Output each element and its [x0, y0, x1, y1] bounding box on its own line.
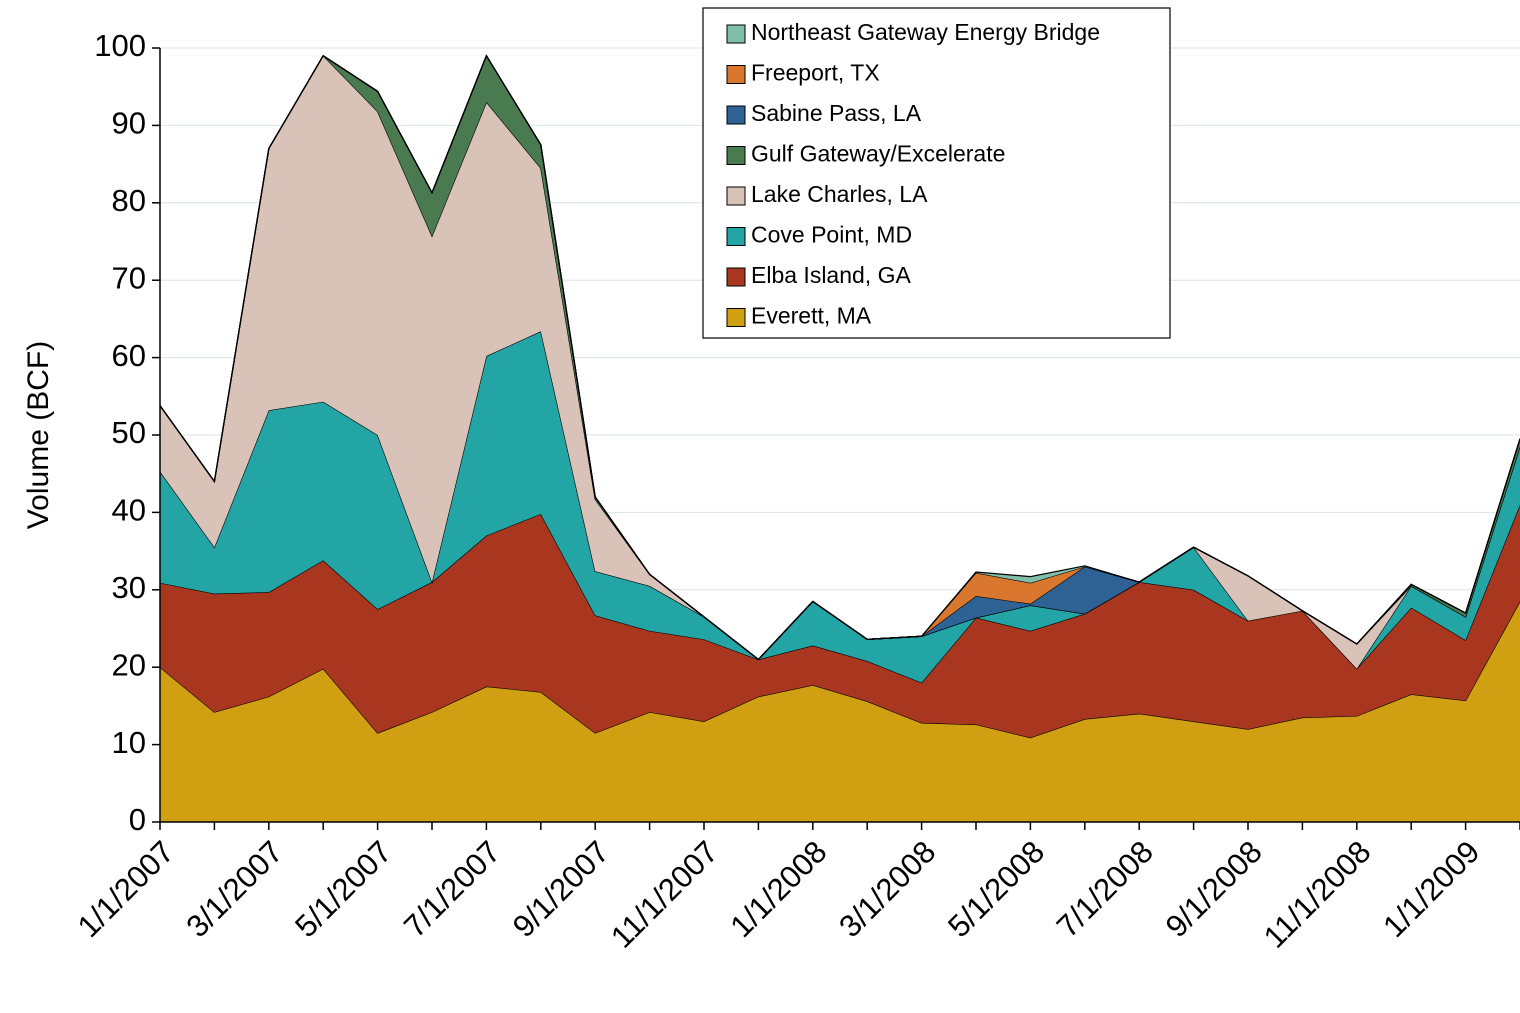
- legend: Northeast Gateway Energy Bridge Freeport,…: [702, 7, 1171, 339]
- x-tick-label: 11/1/2008: [1257, 834, 1378, 955]
- area-edge: [159, 54, 1520, 661]
- area: [160, 601, 1520, 822]
- legend-label: Elba Island, GA: [751, 262, 911, 288]
- area: [160, 504, 1520, 738]
- y-tick-label: 50: [112, 415, 146, 450]
- legend-box: [702, 7, 1171, 339]
- legend-swatch: [726, 308, 746, 327]
- legend-swatch: [726, 227, 746, 246]
- y-tick-label: 100: [94, 28, 146, 63]
- legend-label: Everett, MA: [751, 303, 872, 329]
- legend-swatch: [726, 105, 746, 125]
- legend-label: Northeast Gateway Energy Bridge: [751, 19, 1100, 45]
- y-tick-label: 70: [112, 260, 146, 295]
- x-tick-label: 1/1/2007: [71, 834, 181, 944]
- legend-swatch: [726, 267, 746, 287]
- x-tick-label: 11/1/2007: [604, 834, 725, 955]
- area: [160, 55, 1520, 669]
- y-tick-label: 30: [112, 570, 146, 605]
- x-tick-label: 7/1/2008: [1050, 834, 1160, 944]
- y-axis-title: Volume (BCF): [22, 341, 55, 529]
- y-tick-label: 80: [112, 183, 146, 218]
- y-tick-label: 60: [112, 338, 146, 373]
- x-tick-label: 1/1/2009: [1376, 834, 1486, 944]
- legend-swatch: [726, 24, 746, 44]
- x-tick-label: 7/1/2007: [397, 834, 507, 944]
- x-tick-label: 3/1/2008: [832, 834, 942, 944]
- y-tick-label: 0: [129, 802, 146, 837]
- x-tick-label: 9/1/2007: [506, 834, 616, 944]
- y-tick-label: 10: [112, 725, 146, 760]
- x-tick-label: 5/1/2007: [288, 834, 398, 944]
- legend-label: Sabine Pass, LA: [751, 100, 922, 126]
- legend-swatch: [726, 186, 746, 206]
- x-tick-label: 3/1/2007: [179, 834, 289, 944]
- y-tick-label: 90: [112, 106, 146, 141]
- area: [160, 331, 1520, 683]
- legend-label: Lake Charles, LA: [751, 181, 928, 207]
- area-edge: [159, 601, 1520, 739]
- y-tick-label: 20: [112, 647, 146, 682]
- x-tick-label: 5/1/2008: [941, 834, 1051, 944]
- legend-label: Cove Point, MD: [751, 222, 912, 248]
- x-tick-label: 9/1/2008: [1159, 834, 1269, 944]
- y-tick-label: 40: [112, 493, 146, 528]
- x-tick-label: 1/1/2008: [723, 834, 833, 944]
- legend-label: Gulf Gateway/Excelerate: [751, 141, 1005, 167]
- legend-swatch: [726, 65, 746, 84]
- legend-swatch: [726, 146, 746, 165]
- legend-label: Freeport, TX: [751, 60, 880, 86]
